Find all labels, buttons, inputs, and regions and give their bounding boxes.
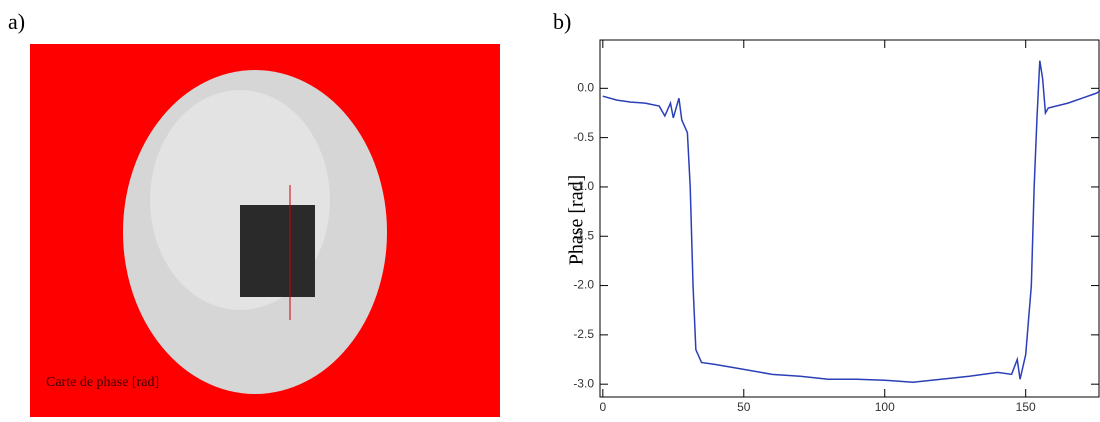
x-tick-label: 50 bbox=[737, 400, 751, 414]
x-tick-label: 150 bbox=[1016, 400, 1036, 414]
y-tick-label: -2.5 bbox=[573, 327, 594, 341]
plot-frame bbox=[599, 39, 1100, 398]
panel-label: a) bbox=[8, 9, 25, 34]
data-line bbox=[602, 60, 1100, 383]
x-tick-label: 0 bbox=[599, 400, 606, 414]
panel-label: b) bbox=[553, 9, 571, 34]
sample-shadow bbox=[240, 205, 315, 297]
y-axis-label: Phase [rad] bbox=[566, 175, 588, 266]
y-tick-label: -1.0 bbox=[573, 179, 594, 193]
y-tick-label: -2.0 bbox=[573, 278, 594, 292]
y-tick-label: 0.0 bbox=[577, 80, 594, 94]
y-tick-label: -1.5 bbox=[573, 228, 594, 242]
y-tick-label: -0.5 bbox=[573, 130, 594, 144]
x-tick-label: 100 bbox=[875, 400, 895, 414]
image-caption: Carte de phase [rad] bbox=[46, 375, 159, 390]
y-tick-label: -3.0 bbox=[573, 376, 594, 390]
